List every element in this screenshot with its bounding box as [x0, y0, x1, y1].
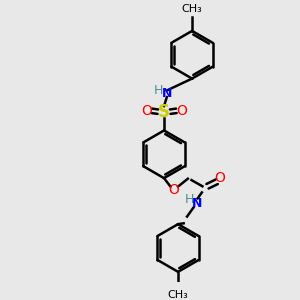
Text: H: H: [185, 193, 194, 206]
Text: O: O: [141, 104, 152, 118]
Text: N: N: [192, 197, 202, 210]
Text: O: O: [176, 104, 187, 118]
Text: O: O: [215, 171, 226, 185]
Text: S: S: [158, 103, 170, 121]
Text: N: N: [162, 87, 172, 100]
Text: CH₃: CH₃: [182, 4, 202, 14]
Text: CH₃: CH₃: [168, 290, 188, 300]
Text: O: O: [168, 183, 179, 197]
Text: H: H: [154, 84, 163, 97]
